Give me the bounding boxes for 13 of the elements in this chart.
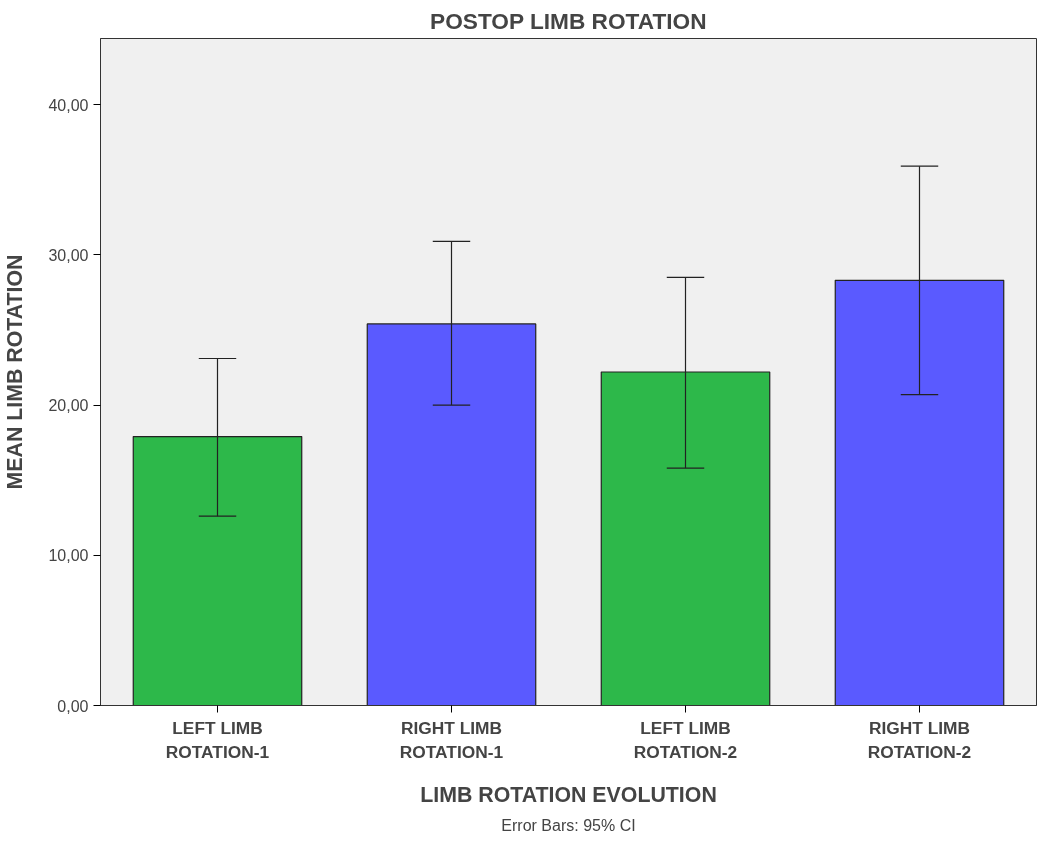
- y-tick-label: 10,00: [48, 547, 89, 565]
- x-tick-label: LEFT LIMB ROTATION-1: [165, 717, 270, 762]
- x-tick-label: RIGHT LIMB ROTATION-1: [399, 717, 504, 762]
- y-tick-label: 0,00: [57, 697, 89, 715]
- y-tick-label: 30,00: [48, 246, 89, 264]
- y-tick-label: 40,00: [48, 96, 89, 114]
- y-tick-label: 20,00: [48, 397, 89, 415]
- chart-title: POSTOP LIMB ROTATION: [430, 7, 707, 34]
- x-tick-label: RIGHT LIMB ROTATION-2: [867, 717, 972, 762]
- text: Error Bars: 95% CI: [501, 816, 636, 834]
- x-axis-title: LIMB ROTATION EVOLUTION: [420, 782, 717, 807]
- x-tick-label: LEFT LIMB ROTATION-2: [633, 717, 738, 762]
- y-axis-title: MEAN LIMB ROTATION: [3, 254, 28, 490]
